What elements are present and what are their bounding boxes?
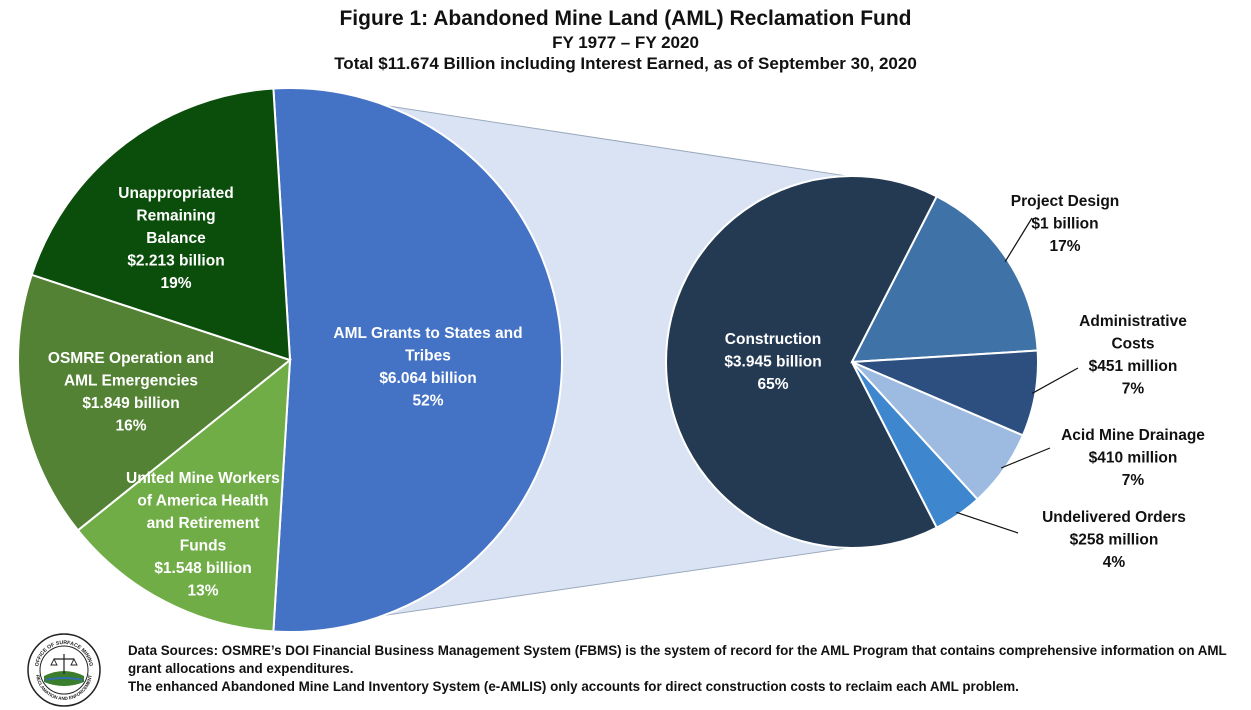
main-label-osmre-operation-and-aml-emergencies: OSMRE Operation and AML Emergencies $1.849…	[48, 350, 214, 435]
data-sources-line-2: The enhanced Abandoned Mine Land Invento…	[128, 679, 1019, 694]
sub-label-construction: Construction $3.945 billion 65%	[724, 331, 821, 393]
sub-slice-undelivered-orders	[851, 361, 979, 529]
chart-subtitle: FY 1977 – FY 2020	[552, 33, 699, 52]
osmre-seal-logo: OFFICE OF SURFACE MINING RECLAMATION AND…	[27, 633, 101, 707]
leader-line-acid-mine-drainage	[1000, 447, 1051, 469]
chart-titles: Figure 1: Abandoned Mine Land (AML) Recl…	[0, 6, 1251, 74]
sub-label-administrative-costs: Administrative Costs $451 million 7%	[1079, 313, 1187, 398]
main-slice-aml-grants-to-states-and-tribes	[272, 87, 563, 633]
sub-label-undelivered-orders: Undelivered Orders $258 million 4%	[1042, 509, 1186, 571]
leader-line-undelivered-orders	[956, 511, 1019, 534]
main-slice-unappropriated-remaining-balance	[30, 87, 292, 362]
sub-slice-construction	[665, 175, 939, 549]
main-slice-united-mine-workers-of-america-health-and-retirement-funds	[76, 357, 292, 633]
sub-slice-project-design	[850, 195, 1039, 364]
sub-label-acid-mine-drainage: Acid Mine Drainage $410 million 7%	[1061, 427, 1205, 489]
main-label-aml-grants-to-states-and-tribes: AML Grants to States and Tribes $6.064 bil…	[333, 325, 522, 410]
leader-line-project-design	[1004, 217, 1033, 263]
sub-label-project-design: Project Design $1 billion 17%	[1011, 193, 1120, 255]
chart-title: Figure 1: Abandoned Mine Land (AML) Recl…	[339, 7, 912, 30]
main-label-united-mine-workers-of-america-health-and-retirement-funds: United Mine Workers of America Health and …	[126, 470, 280, 600]
main-label-unappropriated-remaining-balance: Unappropriated Remaining Balance $2.213 bil…	[118, 185, 233, 292]
data-sources-note: Data Sources: OSMRE’s DOI Financial Busi…	[128, 642, 1238, 696]
chart-total: Total $11.674 Billion including Interest…	[334, 54, 917, 73]
data-sources-line-1: Data Sources: OSMRE’s DOI Financial Busi…	[128, 643, 1227, 676]
leader-line-administrative-costs	[1032, 367, 1079, 394]
main-slice-osmre-operation-and-aml-emergencies	[17, 273, 293, 532]
